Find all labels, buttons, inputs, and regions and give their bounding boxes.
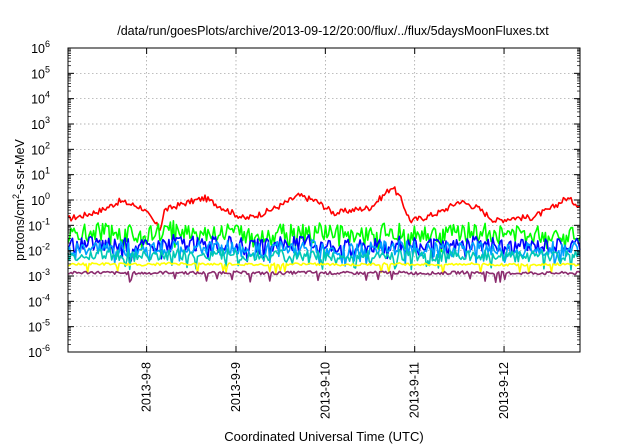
y-axis-label: protons/cm2-s-sr-MeV [11,138,27,260]
y-tick-label: 106 [31,39,50,56]
y-tick-label-exponent: 0 [45,191,50,201]
series-line [67,220,581,253]
x-axis: 2013-9-8 2013-9-9 2013-9-10 2013-9-11 2013-9… [140,48,511,419]
y-tick-label-exponent: -1 [42,216,50,226]
x-tick-label: 2013-9-12 [497,362,511,419]
y-tick-label: 104 [31,90,50,107]
y-tick-label: 10-5 [28,318,50,335]
y-tick-label-exponent: 6 [45,39,50,49]
y-tick-label-exponent: 3 [45,115,50,125]
y-axis-label-main: protons/cm [13,199,27,261]
y-tick-label-exponent: -2 [42,242,50,252]
y-tick-label: 10-2 [28,242,50,259]
series-line [67,270,581,283]
x-axis-label: Coordinated Universal Time (UTC) [224,429,423,444]
y-tick-label-exponent: 5 [45,64,50,74]
series-group [67,186,581,283]
y-tick-label-exponent: 1 [45,166,50,176]
chart-title: /data/run/goesPlots/archive/2013-09-12/2… [117,24,549,38]
y-tick-label: 100 [31,191,50,208]
grid [68,48,580,352]
y-tick-label-exponent: -3 [42,267,50,277]
y-tick-label-base: 10 [28,321,42,335]
y-tick-label: 103 [31,115,50,132]
x-tick-label: 2013-9-8 [140,362,154,412]
series-line [67,186,581,231]
series-line [67,261,581,275]
y-tick-label-exponent: -5 [42,318,50,328]
y-axis: 10-610-510-410-310-210-11001011021031041… [28,39,580,360]
y-tick-label-base: 10 [31,42,45,56]
x-tick-label: 2013-9-10 [318,362,332,419]
y-tick-label-base: 10 [28,219,42,233]
y-tick-label-base: 10 [31,143,45,157]
y-tick-label: 102 [31,140,50,157]
y-tick-label-base: 10 [28,245,42,259]
y-tick-label-base: 10 [28,270,42,284]
y-tick-label: 10-3 [28,267,50,284]
y-tick-label-exponent: 2 [45,140,50,150]
y-tick-label-exponent: -4 [42,292,50,302]
y-tick-label-exponent: -6 [42,343,50,353]
y-tick-label-exponent: 4 [45,90,50,100]
y-tick-label: 10-6 [28,343,50,360]
y-tick-label: 10-1 [28,216,50,233]
y-axis-label-sup: 2 [11,194,21,199]
y-tick-label-base: 10 [31,169,45,183]
x-tick-label: 2013-9-11 [408,362,422,418]
y-tick-label-base: 10 [31,67,45,81]
y-axis-label-unit: -s-sr-MeV [13,138,27,194]
y-tick-label: 10-4 [28,292,50,309]
y-tick-label-base: 10 [31,194,45,208]
y-tick-label: 105 [31,64,50,81]
series-line [67,248,581,271]
y-tick-label-base: 10 [28,295,42,309]
y-tick-label-base: 10 [28,346,42,360]
y-tick-label: 101 [31,166,50,183]
y-tick-label-base: 10 [31,118,45,132]
x-tick-label: 2013-9-9 [229,362,243,412]
y-tick-label-base: 10 [31,93,45,107]
